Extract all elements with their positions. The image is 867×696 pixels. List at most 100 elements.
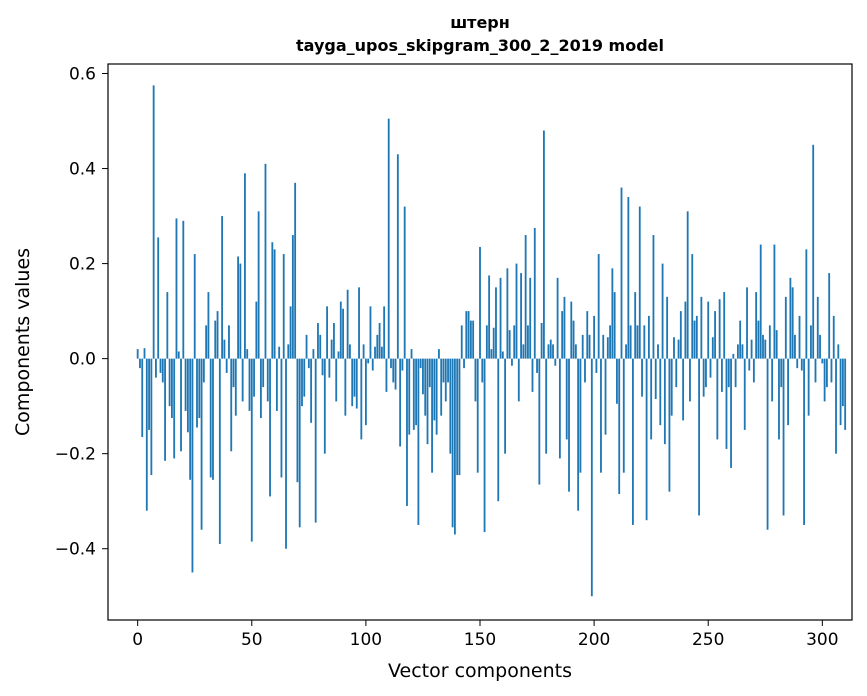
y-tick-label: 0.0 bbox=[69, 350, 96, 370]
bar-296 bbox=[812, 144, 815, 359]
x-tick-label: 150 bbox=[464, 630, 496, 650]
chart-title-model: tayga_upos_skipgram_300_2_2019 model bbox=[296, 36, 664, 55]
bar-101 bbox=[367, 358, 370, 364]
bar-223 bbox=[645, 358, 648, 521]
bar-56 bbox=[264, 163, 267, 359]
bar-50 bbox=[250, 358, 253, 542]
bar-133 bbox=[440, 358, 443, 416]
bar-89 bbox=[339, 301, 342, 359]
bar-152 bbox=[483, 358, 486, 533]
bar-99 bbox=[362, 344, 365, 359]
bar-213 bbox=[622, 358, 625, 473]
bar-165 bbox=[513, 325, 516, 359]
bar-54 bbox=[259, 358, 262, 419]
bar-18 bbox=[177, 351, 180, 359]
bar-19 bbox=[180, 358, 182, 452]
bar-208 bbox=[611, 268, 614, 359]
bar-253 bbox=[714, 311, 716, 359]
bar-284 bbox=[784, 296, 787, 359]
bar-100 bbox=[364, 358, 367, 426]
bar-288 bbox=[794, 334, 796, 359]
bar-262 bbox=[734, 358, 737, 388]
bar-158 bbox=[497, 358, 500, 502]
bar-111 bbox=[390, 358, 392, 369]
bar-10 bbox=[159, 358, 162, 373]
chart-title-word: штерн bbox=[450, 13, 510, 32]
bar-260 bbox=[730, 358, 732, 468]
bar-289 bbox=[796, 358, 799, 369]
bar-238 bbox=[679, 311, 682, 359]
bar-202 bbox=[597, 254, 600, 359]
bar-115 bbox=[399, 358, 402, 447]
bar-70 bbox=[296, 358, 299, 483]
bar-90 bbox=[342, 308, 344, 359]
bar-119 bbox=[408, 358, 411, 435]
bar-192 bbox=[574, 344, 577, 359]
bar-290 bbox=[798, 315, 801, 359]
bar-233 bbox=[668, 358, 671, 492]
x-tick-label: 250 bbox=[692, 630, 724, 650]
bar-131 bbox=[435, 358, 438, 435]
bar-55 bbox=[262, 358, 265, 388]
bar-91 bbox=[344, 358, 347, 416]
bar-186 bbox=[561, 311, 564, 359]
bar-220 bbox=[638, 206, 641, 359]
bar-104 bbox=[374, 346, 376, 359]
bar-126 bbox=[424, 358, 427, 416]
bar-287 bbox=[791, 287, 794, 359]
bar-117 bbox=[403, 206, 406, 359]
bar-229 bbox=[659, 358, 662, 426]
bar-249 bbox=[705, 358, 707, 388]
bar-281 bbox=[778, 358, 780, 440]
bar-109 bbox=[385, 358, 388, 392]
bar-243 bbox=[691, 254, 694, 359]
bar-5 bbox=[148, 358, 150, 430]
bar-85 bbox=[330, 339, 333, 359]
bar-107 bbox=[380, 346, 383, 359]
bar-150 bbox=[479, 246, 481, 359]
bar-124 bbox=[419, 358, 422, 369]
bar-97 bbox=[358, 287, 360, 359]
bar-231 bbox=[663, 358, 666, 445]
bar-145 bbox=[467, 311, 470, 359]
bar-94 bbox=[351, 358, 354, 407]
bar-227 bbox=[654, 358, 657, 400]
bar-20 bbox=[182, 220, 185, 359]
bar-271 bbox=[755, 292, 758, 359]
bar-71 bbox=[298, 358, 301, 528]
bar-278 bbox=[771, 358, 774, 402]
bar-78 bbox=[314, 358, 317, 523]
bar-188 bbox=[565, 358, 568, 440]
bar-21 bbox=[184, 358, 187, 411]
bar-280 bbox=[775, 330, 778, 359]
bar-304 bbox=[830, 358, 833, 383]
bar-258 bbox=[725, 358, 728, 449]
bar-279 bbox=[773, 244, 776, 359]
bar-252 bbox=[711, 337, 714, 359]
bar-164 bbox=[511, 358, 513, 366]
bar-69 bbox=[294, 182, 297, 359]
bar-269 bbox=[750, 339, 753, 359]
bar-75 bbox=[307, 358, 310, 369]
bar-298 bbox=[816, 296, 819, 359]
bar-219 bbox=[636, 325, 639, 359]
bar-154 bbox=[488, 275, 491, 359]
bar-7 bbox=[152, 85, 155, 359]
bar-193 bbox=[577, 358, 580, 511]
y-tick-label: 0.2 bbox=[69, 255, 96, 275]
bar-305 bbox=[832, 315, 835, 359]
y-tick-label: 0.6 bbox=[69, 65, 96, 85]
bar-239 bbox=[682, 358, 685, 421]
bar-16 bbox=[173, 358, 176, 459]
bar-226 bbox=[652, 235, 655, 359]
bar-84 bbox=[328, 358, 331, 378]
bar-241 bbox=[686, 211, 689, 359]
bar-244 bbox=[693, 320, 696, 359]
bar-235 bbox=[673, 337, 675, 359]
bar-263 bbox=[736, 344, 739, 359]
bar-187 bbox=[563, 296, 566, 359]
bar-34 bbox=[214, 320, 217, 359]
bar-224 bbox=[647, 315, 650, 359]
bar-210 bbox=[616, 358, 618, 404]
bar-35 bbox=[216, 311, 219, 359]
